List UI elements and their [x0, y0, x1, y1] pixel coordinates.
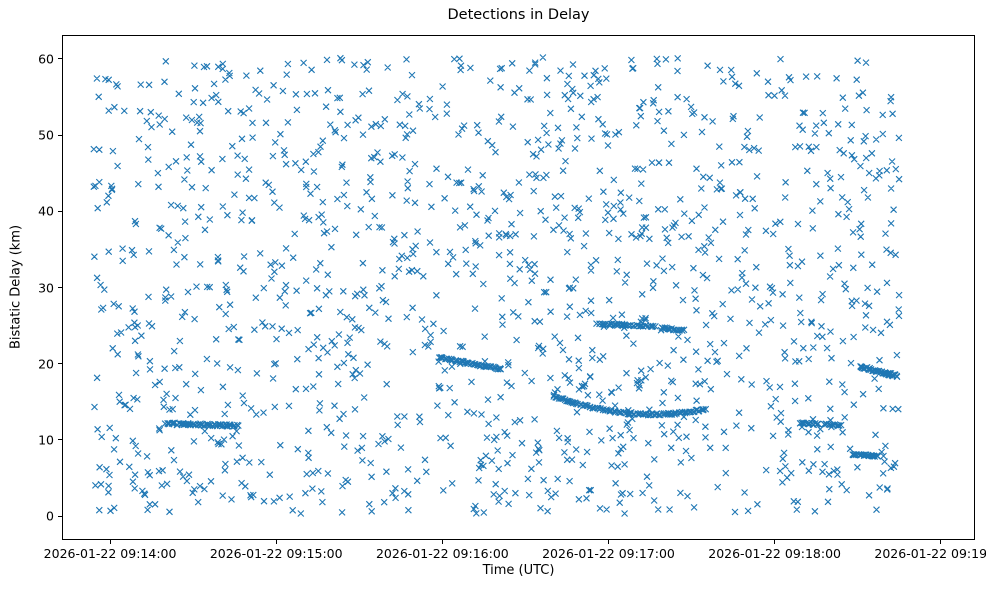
y-tick-mark: [58, 134, 62, 136]
y-tick-mark: [58, 439, 62, 441]
scatter-svg: [90, 54, 903, 517]
y-tick-mark: [58, 287, 62, 288]
plot-area: [62, 35, 975, 540]
x-tick-mark: [774, 540, 776, 544]
y-tick-mark: [58, 363, 62, 365]
x-tick-label: 2026-01-22 09:16:00: [375, 546, 509, 561]
x-tick-mark: [607, 540, 609, 544]
scatter-points: [90, 54, 903, 517]
y-tick-label: 60: [38, 51, 54, 67]
x-tick-mark: [275, 540, 277, 544]
x-tick-label: 2026-01-22 09:17:00: [542, 546, 675, 561]
y-tick-mark: [58, 210, 62, 212]
y-axis-label: Bistatic Delay (km): [8, 224, 24, 350]
y-tick-mark: [58, 515, 62, 517]
chart-title: Detections in Delay: [447, 7, 590, 23]
x-axis-label: Time (UTC): [482, 563, 555, 578]
y-tick-label: 40: [38, 203, 54, 219]
x-tick-mark: [940, 540, 942, 544]
x-tick-label: 2026-01-22 09:19:00: [874, 546, 986, 561]
y-tick-label: 0: [46, 508, 54, 524]
y-tick-label: 50: [38, 127, 54, 143]
x-tick-mark: [109, 540, 111, 544]
y-tick-label: 30: [38, 280, 54, 295]
y-tick-label: 10: [38, 432, 54, 448]
y-tick-label: 20: [38, 356, 54, 372]
x-tick-label: 2026-01-22 09:14:00: [43, 546, 177, 561]
x-tick-label: 2026-01-22 09:18:00: [708, 546, 842, 561]
y-tick-mark: [58, 58, 62, 60]
x-tick-label: 2026-01-22 09:15:00: [209, 546, 343, 561]
x-tick-mark: [441, 540, 443, 544]
